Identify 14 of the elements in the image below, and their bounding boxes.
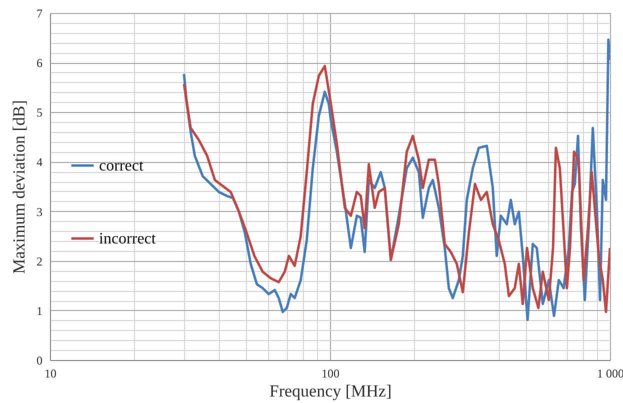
y-tick-label: 2 [36,254,42,268]
x-tick-label: 100 [322,366,340,380]
legend-label: incorrect [99,230,156,248]
y-tick-label: 3 [36,204,42,219]
y-tick-label: 4 [36,155,42,170]
y-tick-label: 7 [36,6,42,20]
x-axis-title: Frequency [MHz] [269,382,392,400]
y-tick-label: 6 [36,56,42,70]
legend-label: correct [99,158,144,174]
y-tick-label: 0 [36,354,42,368]
x-tick-label: 10 [44,366,56,380]
y-axis-title: Maximum deviation [dB] [10,100,28,274]
y-tick-label: 1 [36,304,42,318]
y-tick-label: 5 [36,106,42,120]
